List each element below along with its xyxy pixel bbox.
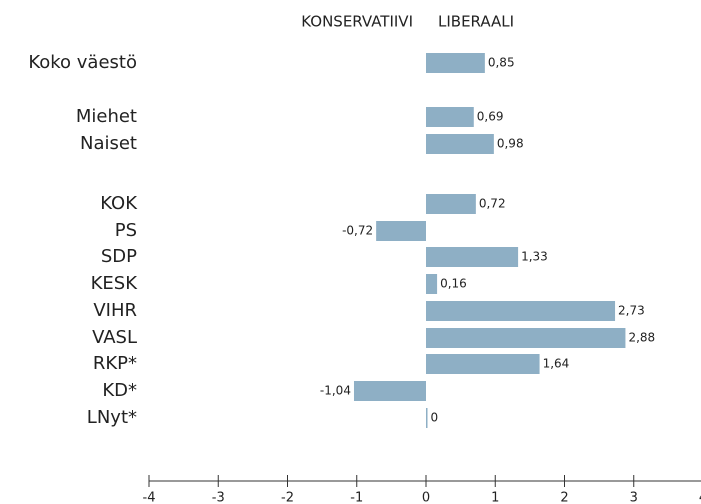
x-tick-label: -2 bbox=[281, 491, 294, 504]
x-tick-label: 3 bbox=[630, 491, 638, 504]
value-label: 2,73 bbox=[618, 304, 645, 318]
value-label: -1,04 bbox=[320, 384, 351, 398]
value-label: 0,98 bbox=[497, 137, 524, 151]
x-tick-label: 0 bbox=[422, 491, 430, 504]
bar bbox=[353, 381, 426, 401]
value-label: 0 bbox=[431, 411, 439, 425]
x-tick-label: -1 bbox=[350, 491, 363, 504]
bar bbox=[426, 354, 540, 374]
category-label: Miehet bbox=[76, 106, 137, 127]
category-label: KOK bbox=[100, 193, 138, 214]
value-label: 2,88 bbox=[628, 331, 655, 345]
bar bbox=[426, 247, 519, 267]
value-label: 0,69 bbox=[477, 110, 504, 124]
bar bbox=[426, 107, 474, 127]
bar bbox=[376, 221, 426, 241]
x-tick-label: 4 bbox=[699, 491, 701, 504]
annotation: KONSERVATIIVI bbox=[301, 13, 413, 31]
bar bbox=[426, 328, 626, 348]
category-label: VASL bbox=[92, 327, 137, 348]
value-label: 1,64 bbox=[543, 357, 570, 371]
category-label: KESK bbox=[91, 273, 139, 294]
bar bbox=[426, 53, 485, 73]
x-tick-label: 1 bbox=[491, 491, 499, 504]
category-label: RKP* bbox=[93, 353, 137, 374]
value-label: 0,16 bbox=[440, 277, 467, 291]
bar bbox=[426, 274, 438, 294]
x-tick-label: -4 bbox=[143, 491, 156, 504]
value-label: 0,72 bbox=[479, 197, 506, 211]
category-label: KD* bbox=[102, 380, 137, 401]
category-label: SDP bbox=[101, 246, 137, 267]
category-label: Naiset bbox=[80, 133, 137, 154]
x-tick-label: 2 bbox=[560, 491, 568, 504]
value-label: 0,85 bbox=[488, 56, 515, 70]
category-label: LNyt* bbox=[87, 407, 137, 428]
value-label: 1,33 bbox=[521, 250, 548, 264]
category-label: PS bbox=[115, 220, 137, 241]
category-label: Koko väestö bbox=[28, 52, 137, 73]
value-label: -0,72 bbox=[342, 224, 373, 238]
annotation: LIBERAALI bbox=[438, 13, 514, 31]
bar bbox=[426, 408, 428, 428]
bar bbox=[426, 134, 494, 154]
bar bbox=[426, 194, 476, 214]
category-label: VIHR bbox=[93, 300, 137, 321]
x-tick-label: -3 bbox=[212, 491, 225, 504]
bar bbox=[426, 301, 616, 321]
